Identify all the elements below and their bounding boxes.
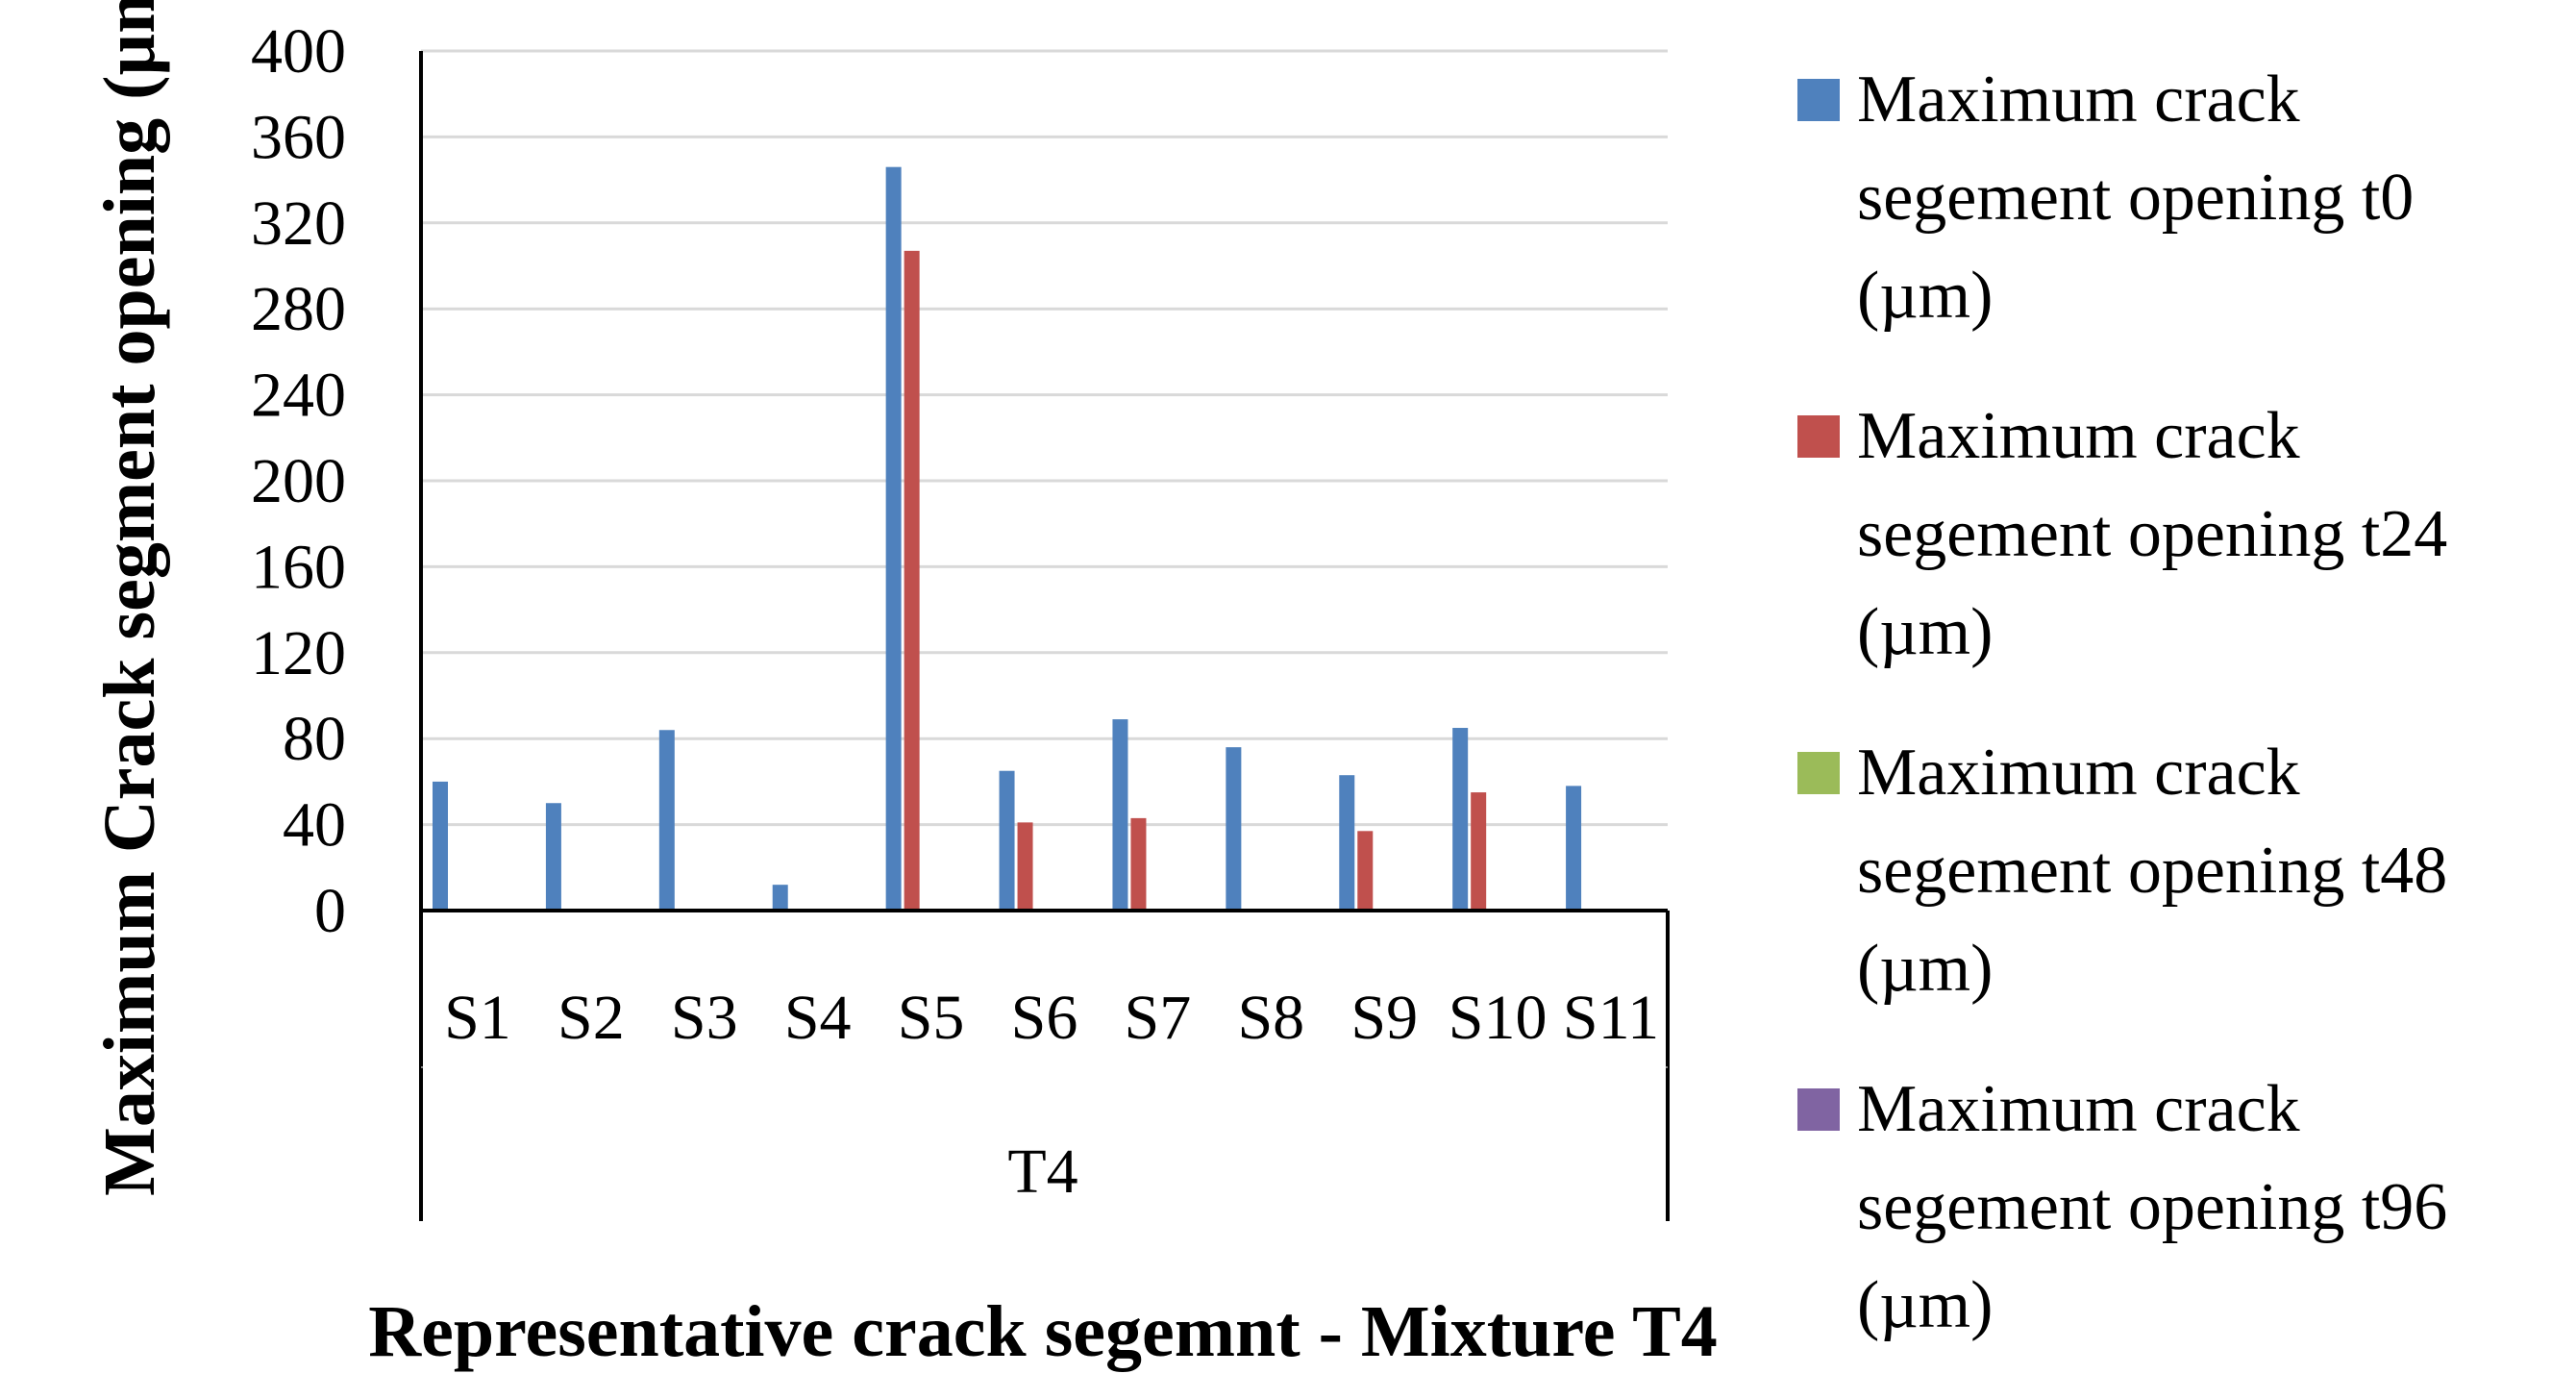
x-tick-label: S11 (1563, 983, 1659, 1053)
y-tick-label: 240 (251, 361, 346, 431)
x-tick-label: S4 (784, 983, 852, 1053)
bar-S8-s0 (1226, 747, 1242, 911)
legend-label: (µm) (1857, 1268, 1993, 1342)
bar-S5-s0 (885, 166, 902, 911)
legend-label: segement opening t24 (1857, 497, 2447, 571)
bar-S5-s1 (904, 250, 920, 912)
bar-S3-s0 (658, 730, 675, 911)
legend-label: segement opening t48 (1857, 834, 2447, 908)
y-tick-label: 80 (283, 704, 346, 774)
y-tick-label: 200 (251, 446, 346, 516)
legend-label: Maximum crack (1857, 736, 2300, 810)
bar-S1-s0 (433, 781, 448, 911)
bar-S10-s0 (1452, 728, 1469, 911)
x-tick-label: S9 (1350, 983, 1418, 1053)
legend-swatch (1797, 415, 1840, 458)
y-tick-label: 0 (314, 876, 346, 946)
bar-S6-s0 (999, 770, 1015, 911)
legend-label: segement opening t96 (1857, 1170, 2447, 1244)
bar-S9-s1 (1357, 831, 1374, 911)
y-tick-label: 400 (251, 16, 346, 87)
y-tick-label: 280 (251, 274, 346, 344)
bar-S10-s1 (1471, 792, 1487, 911)
x-tick-label: S6 (1011, 983, 1078, 1053)
bar-S9-s0 (1339, 775, 1355, 911)
bar-S7-s0 (1112, 719, 1128, 911)
y-tick-label: 120 (251, 618, 346, 688)
bar-S6-s1 (1017, 822, 1033, 911)
gridlines (421, 49, 1668, 827)
legend: Maximum crack segement opening t0 (µm) Maxi… (1797, 62, 2447, 1342)
x-tick-labels: S1 S2 S3 S4 S5 S6 S7 S8 S9 S10 S11 (444, 983, 1659, 1053)
legend-label: (µm) (1857, 259, 1993, 333)
bars (433, 166, 1582, 912)
legend-label: Maximum crack (1857, 399, 2300, 473)
y-tick-label: 160 (251, 532, 346, 602)
bar-S11-s0 (1566, 786, 1582, 911)
y-axis-title: Maximum Crack segment opening (µm) (89, 0, 170, 1196)
bar-S4-s0 (772, 885, 788, 911)
y-tick-label: 360 (251, 102, 346, 172)
group-label: T4 (1007, 1137, 1077, 1207)
x-tick-label: S5 (898, 983, 965, 1053)
y-tick-labels: 0 40 80 120 160 200 240 280 320 360 400 (251, 16, 346, 946)
legend-label: Maximum crack (1857, 62, 2300, 137)
x-tick-label: S7 (1125, 983, 1192, 1053)
legend-swatch (1797, 1088, 1840, 1131)
x-tick-label: S8 (1237, 983, 1304, 1053)
legend-label: (µm) (1857, 932, 1993, 1006)
y-tick-label: 320 (251, 188, 346, 259)
bar-S7-s1 (1130, 817, 1147, 911)
y-tick-label: 40 (283, 790, 346, 861)
x-tick-label: S2 (557, 983, 625, 1053)
legend-swatch (1797, 752, 1840, 794)
bar-S2-s0 (545, 803, 561, 911)
x-tick-label: S10 (1449, 983, 1548, 1053)
x-tick-label: S1 (444, 983, 511, 1053)
legend-swatch (1797, 79, 1840, 121)
legend-label: segement opening t0 (1857, 161, 2414, 235)
legend-label: (µm) (1857, 595, 1993, 669)
axes (419, 51, 1670, 1221)
legend-label: Maximum crack (1857, 1072, 2300, 1146)
x-axis-title: Representative crack segemnt - Mixture T… (368, 1291, 1718, 1372)
x-tick-label: S3 (671, 983, 738, 1053)
